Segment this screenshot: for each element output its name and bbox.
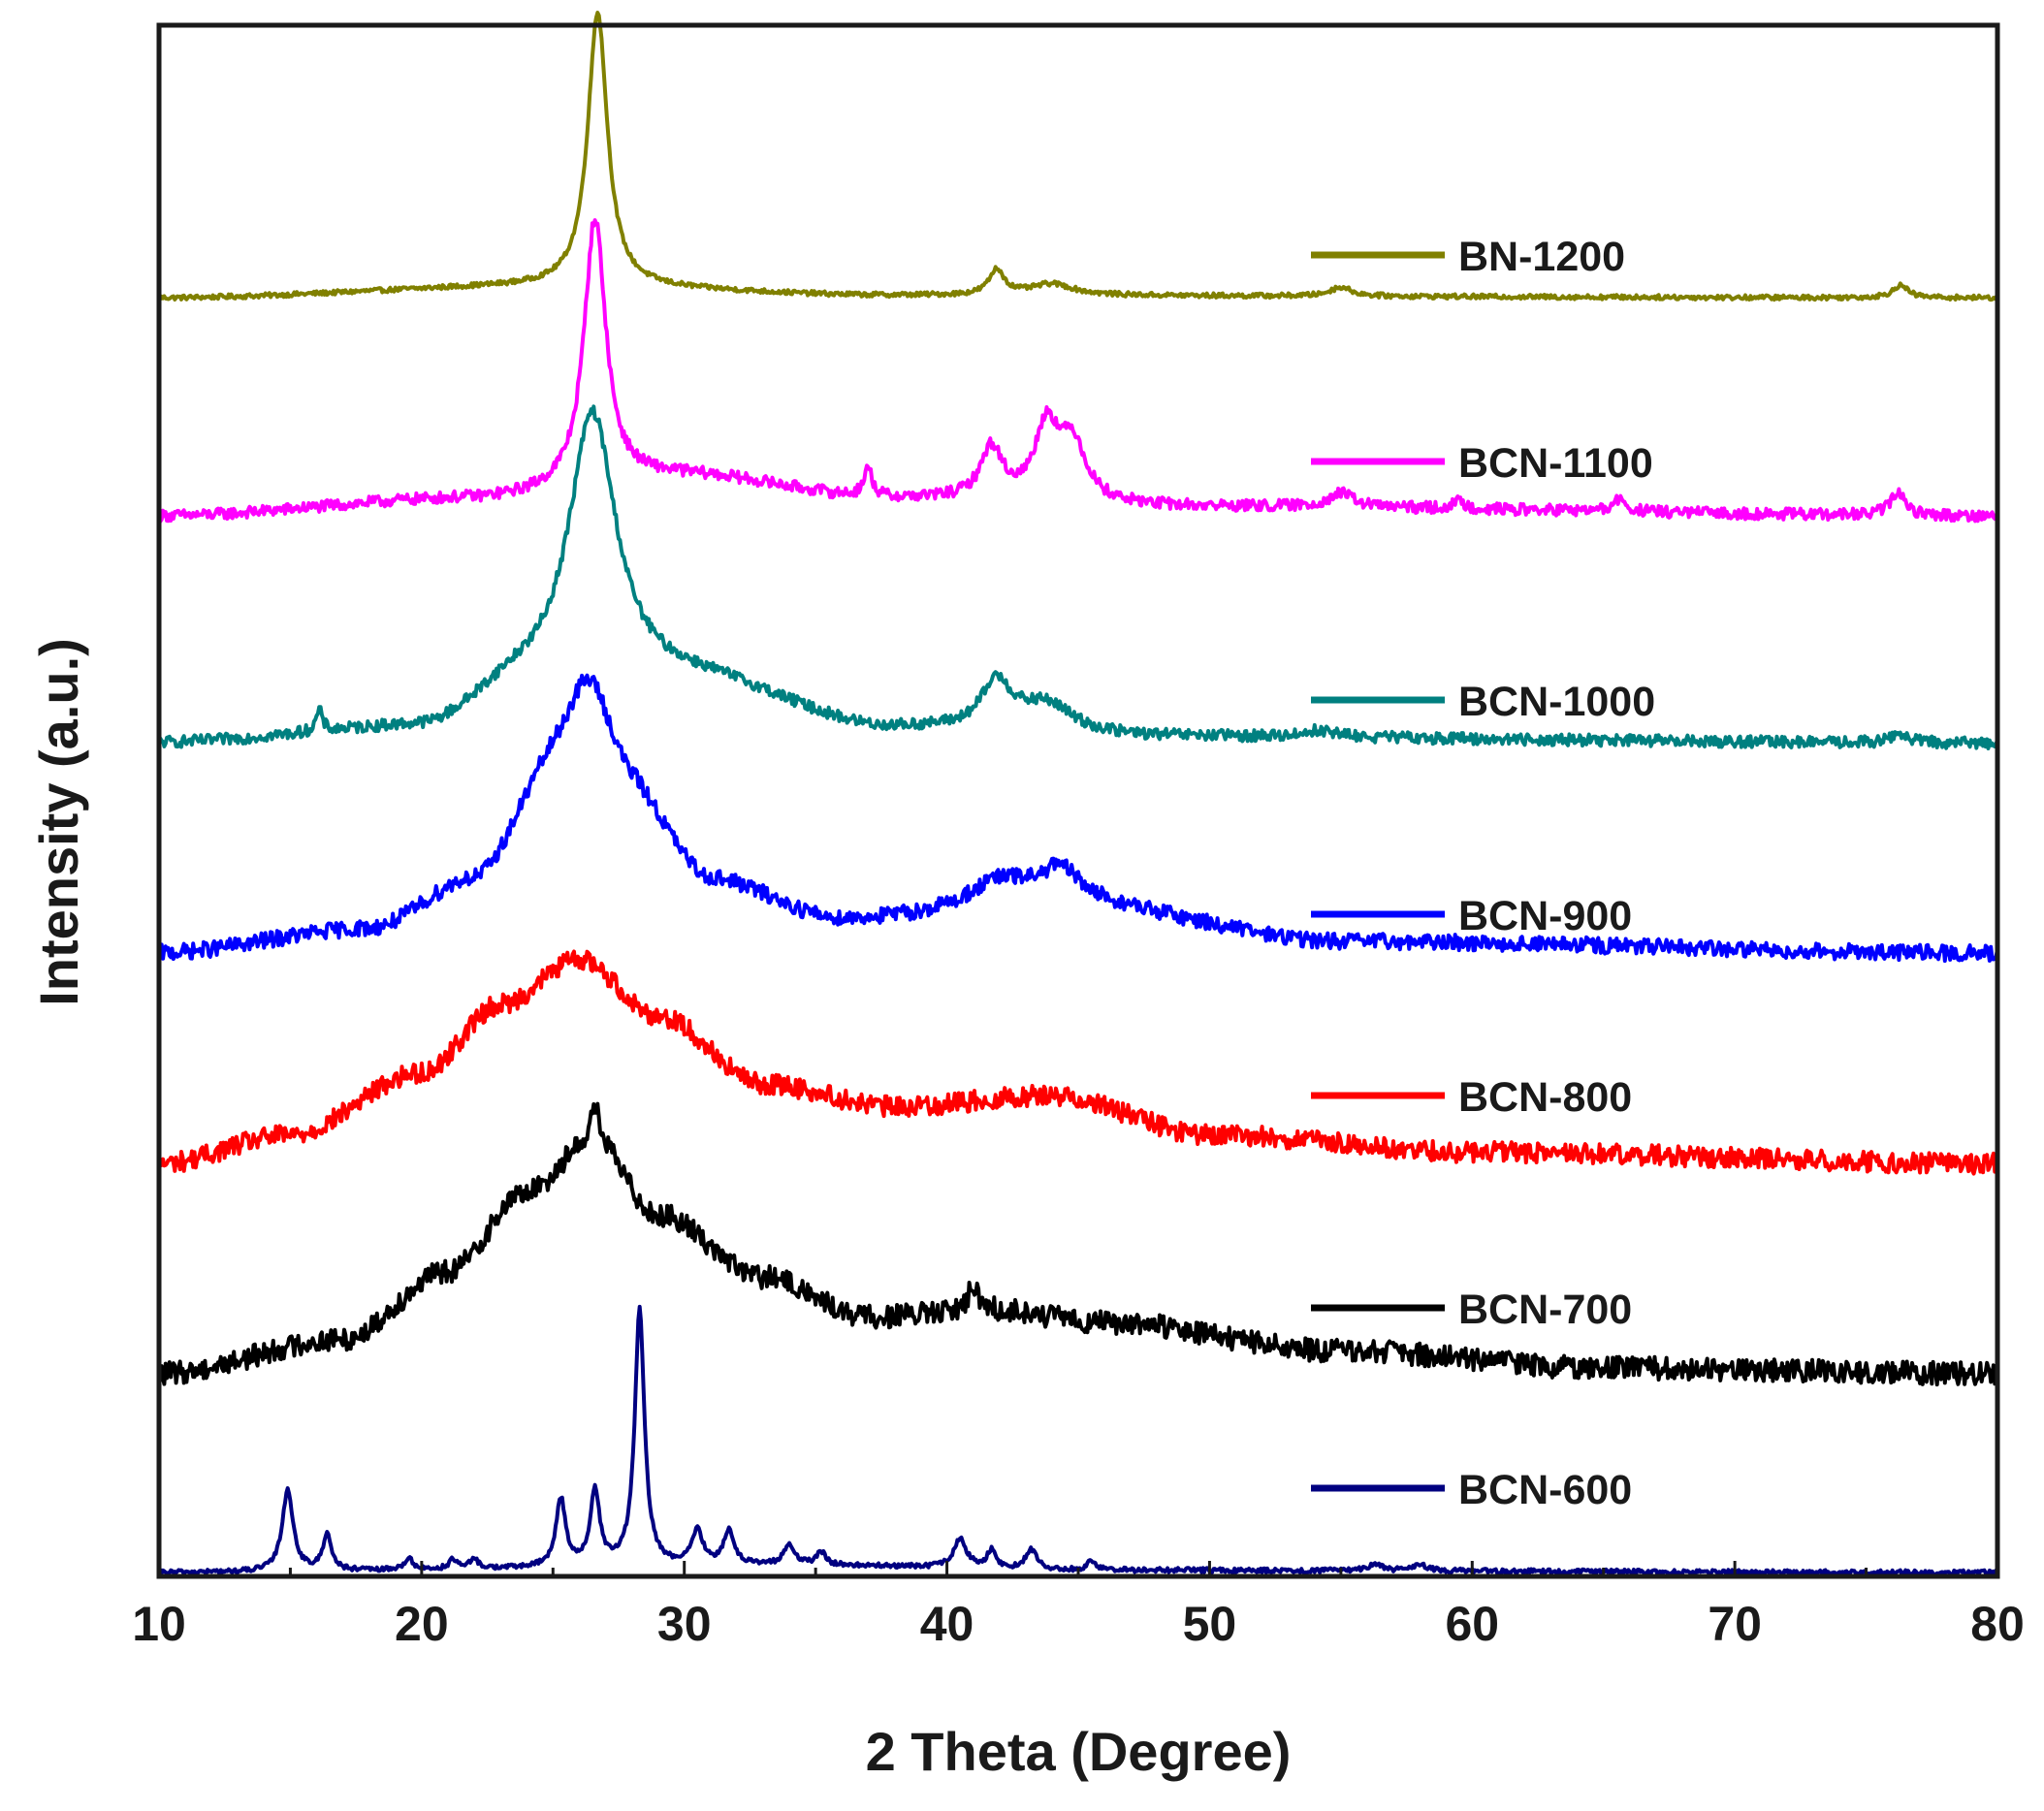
trace-bcn-800 — [157, 949, 1999, 1176]
x-tick-label: 20 — [395, 1597, 449, 1651]
x-tick-label: 10 — [132, 1597, 186, 1651]
x-tick-label: 80 — [1970, 1597, 2025, 1651]
legend-label-bcn-600: BCN-600 — [1458, 1467, 1632, 1513]
trace-bcn-1100 — [157, 218, 1999, 524]
legend-label-bcn-1100: BCN-1100 — [1458, 440, 1653, 487]
trace-bcn-1000 — [158, 404, 1999, 750]
legend-label-bn-1200: BN-1200 — [1458, 234, 1625, 280]
legend-label-bcn-1000: BCN-1000 — [1458, 679, 1655, 725]
x-tick-label: 70 — [1708, 1597, 1762, 1651]
trace-bcn-700 — [157, 1101, 1999, 1387]
trace-bn-1200 — [157, 11, 1998, 302]
x-tick-label: 40 — [920, 1597, 974, 1651]
x-axis-title: 2 Theta (Degree) — [866, 1721, 1292, 1782]
y-axis-title: Intensity (a.u.) — [28, 638, 89, 1006]
x-tick-label: 60 — [1445, 1597, 1499, 1651]
legend: BN-1200 BCN-1100 BCN-1000 BCN-900 BCN-800 BCN… — [1311, 234, 1655, 1513]
trace-bcn-900 — [157, 673, 1999, 964]
series-traces — [157, 11, 1999, 1577]
legend-label-bcn-800: BCN-800 — [1458, 1074, 1632, 1121]
legend-label-bcn-700: BCN-700 — [1458, 1287, 1632, 1333]
x-tick-label: 30 — [657, 1597, 712, 1651]
legend-label-bcn-900: BCN-900 — [1458, 893, 1632, 939]
x-axis-ticks: 10 20 30 40 50 60 70 80 — [132, 1561, 2025, 1651]
x-tick-label: 50 — [1183, 1597, 1237, 1651]
